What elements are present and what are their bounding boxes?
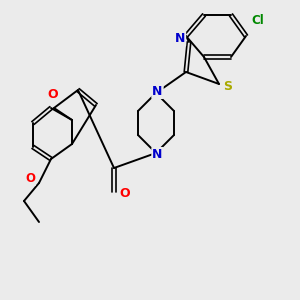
Text: N: N xyxy=(175,32,185,46)
Text: O: O xyxy=(25,172,35,185)
Text: N: N xyxy=(152,148,163,161)
Text: N: N xyxy=(152,85,163,98)
Text: O: O xyxy=(119,187,130,200)
Text: Cl: Cl xyxy=(252,14,264,28)
Text: O: O xyxy=(47,88,58,101)
Text: S: S xyxy=(224,80,232,94)
